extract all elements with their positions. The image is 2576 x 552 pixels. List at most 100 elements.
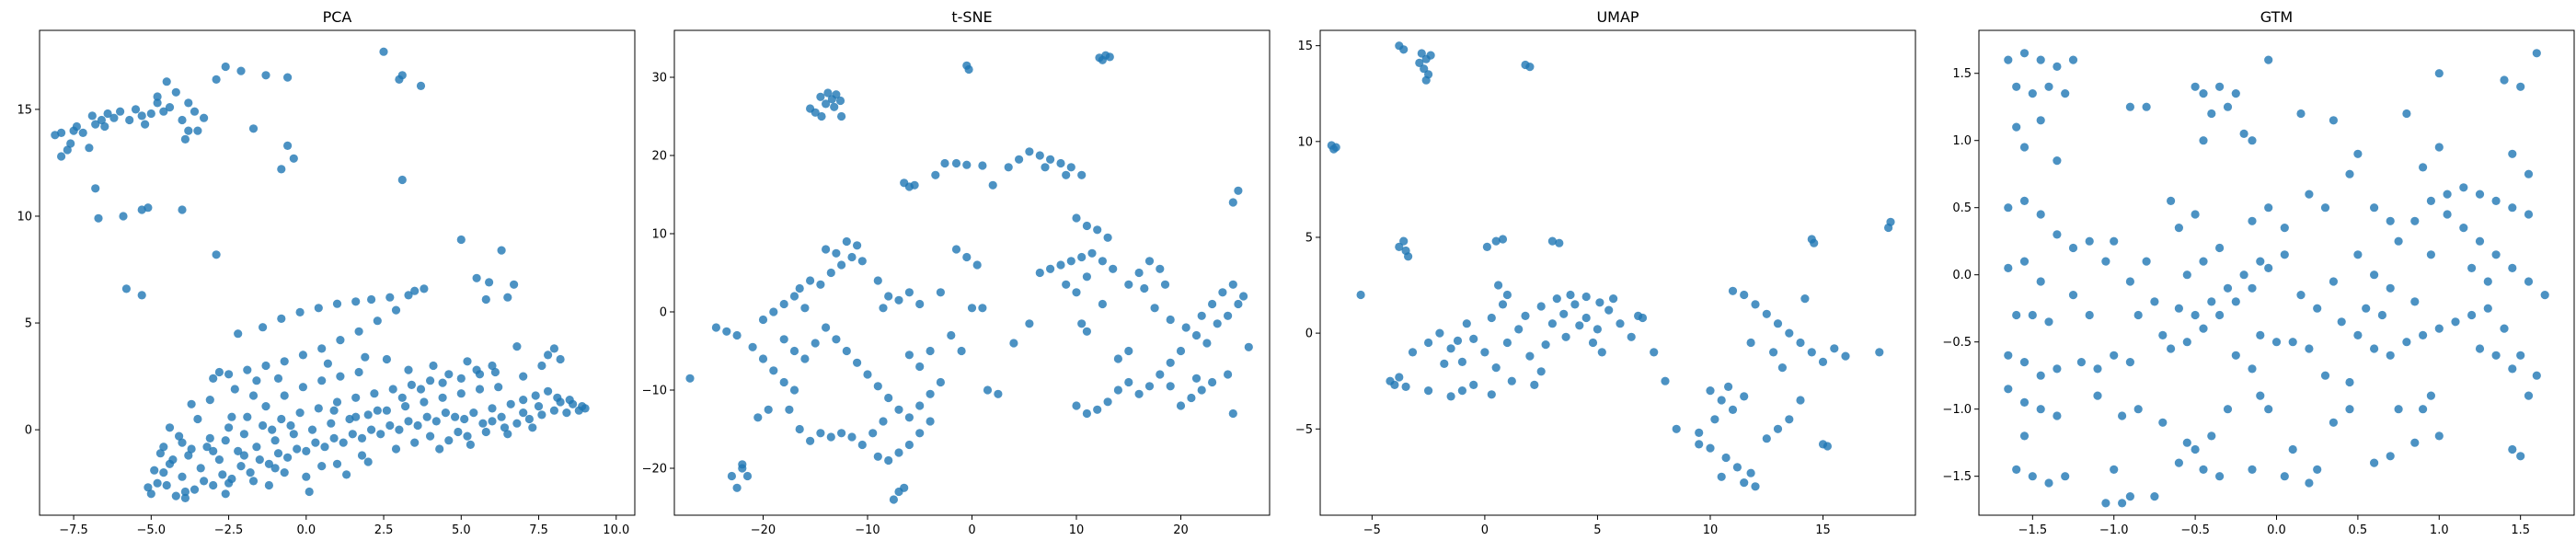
scatter-point [2191, 310, 2200, 320]
scatter-point [1773, 424, 1783, 433]
scatter-point [1035, 268, 1044, 278]
scatter-point [463, 357, 472, 366]
scatter-point [1331, 143, 1340, 152]
scatter-point [388, 385, 397, 394]
scatter-point [1244, 342, 1253, 351]
y-tick-label: −20 [642, 463, 667, 477]
scatter-point [2483, 304, 2492, 313]
scatter-point [2150, 492, 2159, 501]
scatter-point [2215, 82, 2225, 91]
scatter-point [252, 443, 261, 452]
x-tick-label: −7.5 [59, 523, 88, 537]
scatter-point [758, 315, 768, 325]
y-tick-label: 15 [17, 103, 32, 117]
scatter-point [1661, 376, 1670, 385]
scatter-point [1570, 300, 1580, 309]
scatter-point [2110, 236, 2119, 246]
scatter-point [184, 451, 193, 460]
scatter-point [926, 389, 935, 398]
scatter-point [2085, 310, 2094, 320]
scatter-point [259, 323, 268, 332]
scatter-point [119, 212, 128, 221]
scatter-point [2118, 499, 2127, 508]
scatter-point [835, 96, 845, 106]
scatter-point [2199, 465, 2208, 474]
scatter-point [2191, 210, 2200, 219]
scatter-point [2296, 291, 2306, 300]
scatter-point [305, 487, 314, 497]
scatter-point [441, 408, 450, 418]
scatter-point [1884, 223, 1893, 233]
scatter-point [2019, 397, 2030, 407]
scatter-point [351, 412, 361, 421]
y-tick-label: −10 [642, 385, 667, 398]
scatter-point [2370, 270, 2379, 280]
scatter-point [1066, 163, 1075, 172]
scatter-point [2386, 452, 2395, 461]
scatter-point [519, 372, 528, 381]
scatter-point [1457, 357, 1466, 366]
scatter-point [889, 495, 899, 504]
scatter-point [190, 107, 200, 116]
scatter-point [1426, 51, 1435, 60]
scatter-point [940, 158, 949, 168]
scatter-point [485, 278, 494, 287]
y-tick-label: 10 [651, 228, 667, 242]
scatter-point [246, 467, 255, 477]
scatter-point [295, 307, 305, 316]
scatter-point [252, 376, 261, 385]
scatter-point [1588, 338, 1598, 348]
scatter-point [2215, 243, 2225, 253]
scatter-point [884, 455, 893, 466]
scatter-points [51, 47, 590, 503]
scatter-point [395, 425, 404, 434]
scatter-point [562, 408, 571, 418]
scatter-point [227, 412, 236, 421]
scatter-point [2199, 324, 2208, 333]
scatter-point [544, 351, 553, 360]
scatter-point [806, 276, 815, 285]
x-tick-label: 2.5 [374, 523, 394, 537]
scatter-point [1746, 338, 1755, 348]
scatter-point [1082, 408, 1091, 419]
scatter-point [2158, 418, 2168, 427]
scatter-point [2516, 351, 2525, 360]
scatter-point [1498, 300, 1508, 309]
scatter-point [817, 111, 826, 121]
scatter-point [1087, 248, 1097, 258]
scatter-point [103, 109, 112, 119]
scatter-point [2491, 351, 2501, 360]
scatter-point [420, 397, 429, 407]
scatter-point [2019, 358, 2030, 367]
scatter-point [537, 410, 546, 420]
scatter-point [243, 412, 252, 421]
scatter-point [822, 245, 831, 254]
scatter-point [1156, 264, 1165, 273]
scatter-point [323, 359, 332, 368]
scatter-point [2110, 465, 2119, 474]
scatter-point [332, 299, 342, 308]
panel-gtm: GTM −1.5 −1.0 −0.5 0.0 0.5 1.0 1.5 −1.5 −1.0 −0.… [1942, 8, 2575, 537]
scatter-point [212, 75, 221, 84]
scatter-point [1721, 453, 1731, 463]
scatter-point [1098, 55, 1107, 64]
x-tick-label: 20 [1173, 523, 1189, 537]
scatter-point [837, 260, 846, 270]
scatter-point [1056, 260, 1065, 270]
scatter-point [1103, 233, 1112, 242]
x-tick-label: −5 [1363, 523, 1381, 537]
scatter-point [1072, 288, 1081, 297]
scatter-point [2320, 371, 2330, 380]
scatter-point [416, 385, 426, 394]
scatter-point [2174, 304, 2183, 313]
scatter-point [2524, 391, 2534, 400]
scatter-point [391, 444, 401, 454]
scatter-point [1109, 264, 1118, 273]
scatter-point [832, 248, 841, 258]
scatter-point [904, 288, 914, 297]
scatter-point [1202, 339, 1212, 348]
scatter-point [779, 377, 788, 387]
scatter-point [420, 284, 429, 293]
scatter-point [2329, 116, 2338, 125]
scatter-point [1228, 280, 1237, 289]
